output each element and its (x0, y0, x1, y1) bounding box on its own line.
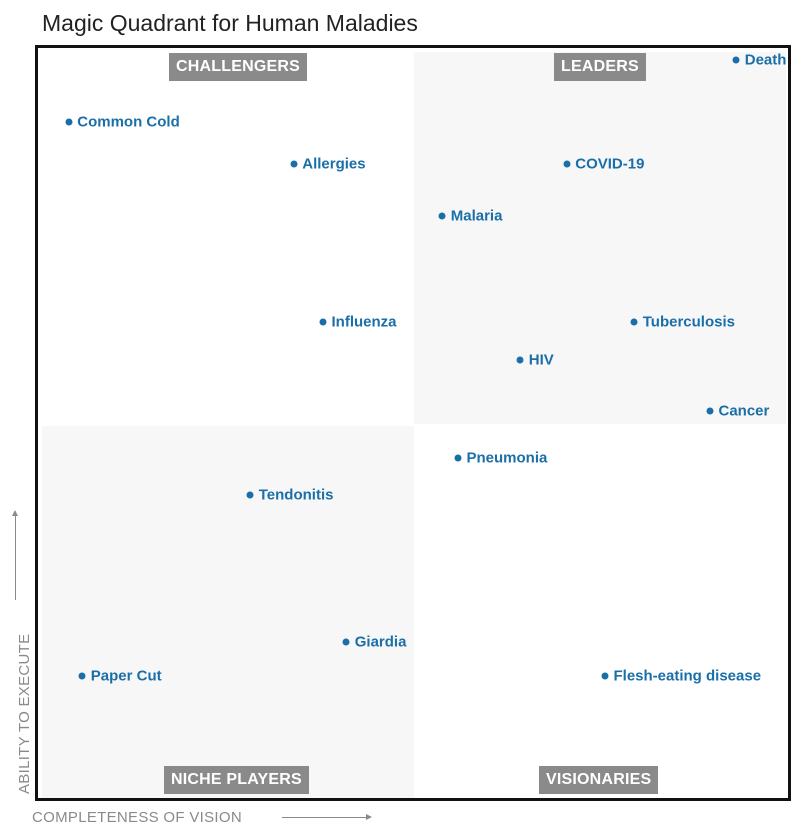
data-point-marker (516, 356, 524, 364)
data-point-label: HIV (528, 351, 554, 369)
x-axis-label: COMPLETENESS OF VISION (32, 809, 242, 826)
data-point: Common Cold (65, 114, 180, 131)
data-point-label: Death (744, 51, 787, 69)
data-point: Allergies (290, 155, 366, 173)
data-point-label: Allergies (302, 155, 366, 173)
data-point: Malaria (438, 207, 503, 225)
data-point: Death (732, 51, 787, 69)
data-point-label: Giardia (354, 633, 407, 651)
quadrant-label-niche-players: NICHE PLAYERS (164, 766, 309, 794)
data-point-marker (342, 638, 350, 646)
quadrant-label-challengers: CHALLENGERS (169, 53, 307, 81)
data-point: Tendonitis (246, 486, 334, 504)
data-point: Tuberculosis (630, 313, 735, 331)
data-point: Pneumonia (454, 449, 548, 467)
data-point: Cancer (706, 402, 770, 420)
data-point-marker (454, 454, 462, 462)
y-axis-arrow-icon (12, 510, 18, 600)
data-point-marker (732, 56, 740, 64)
data-point-marker (65, 118, 73, 126)
data-point-marker (706, 407, 714, 415)
data-point: Influenza (319, 313, 397, 331)
data-point-marker (290, 160, 298, 168)
data-point-marker (78, 672, 86, 680)
data-point-marker (563, 160, 571, 168)
data-point-marker (438, 212, 446, 220)
data-point-label: Pneumonia (466, 449, 548, 467)
data-point-marker (601, 672, 609, 680)
data-point-label: Malaria (450, 207, 503, 225)
data-point-label: Tuberculosis (642, 313, 735, 331)
data-point-label: Flesh-eating disease (613, 667, 762, 685)
data-point-marker (630, 318, 638, 326)
data-point: Flesh-eating disease (601, 667, 762, 685)
quadrant-leaders (414, 52, 786, 424)
quadrant-visionaries (414, 426, 786, 798)
data-point: COVID-19 (563, 156, 644, 173)
quadrant-frame: CHALLENGERS LEADERS NICHE PLAYERS VISION… (35, 45, 791, 801)
data-point-label: COVID-19 (575, 155, 645, 173)
data-point-label: Cancer (718, 402, 770, 420)
quadrant-challengers (42, 52, 414, 424)
y-axis-label: ABILITY TO EXECUTE (16, 633, 33, 794)
data-point-label: Common Cold (77, 113, 180, 131)
data-point: Paper Cut (78, 667, 162, 685)
quadrant-label-visionaries: VISIONARIES (539, 766, 659, 794)
quadrant-label-leaders: LEADERS (554, 53, 646, 81)
data-point: HIV (516, 351, 554, 369)
data-point: Giardia (342, 633, 407, 651)
data-point-label: Tendonitis (258, 486, 334, 504)
data-point-label: Influenza (331, 313, 397, 331)
quadrant-niche-players (42, 426, 414, 798)
data-point-marker (246, 491, 254, 499)
chart-title: Magic Quadrant for Human Maladies (42, 10, 418, 36)
data-point-label: Paper Cut (90, 667, 162, 685)
data-point-marker (319, 318, 327, 326)
x-axis-arrow-icon (282, 814, 372, 820)
